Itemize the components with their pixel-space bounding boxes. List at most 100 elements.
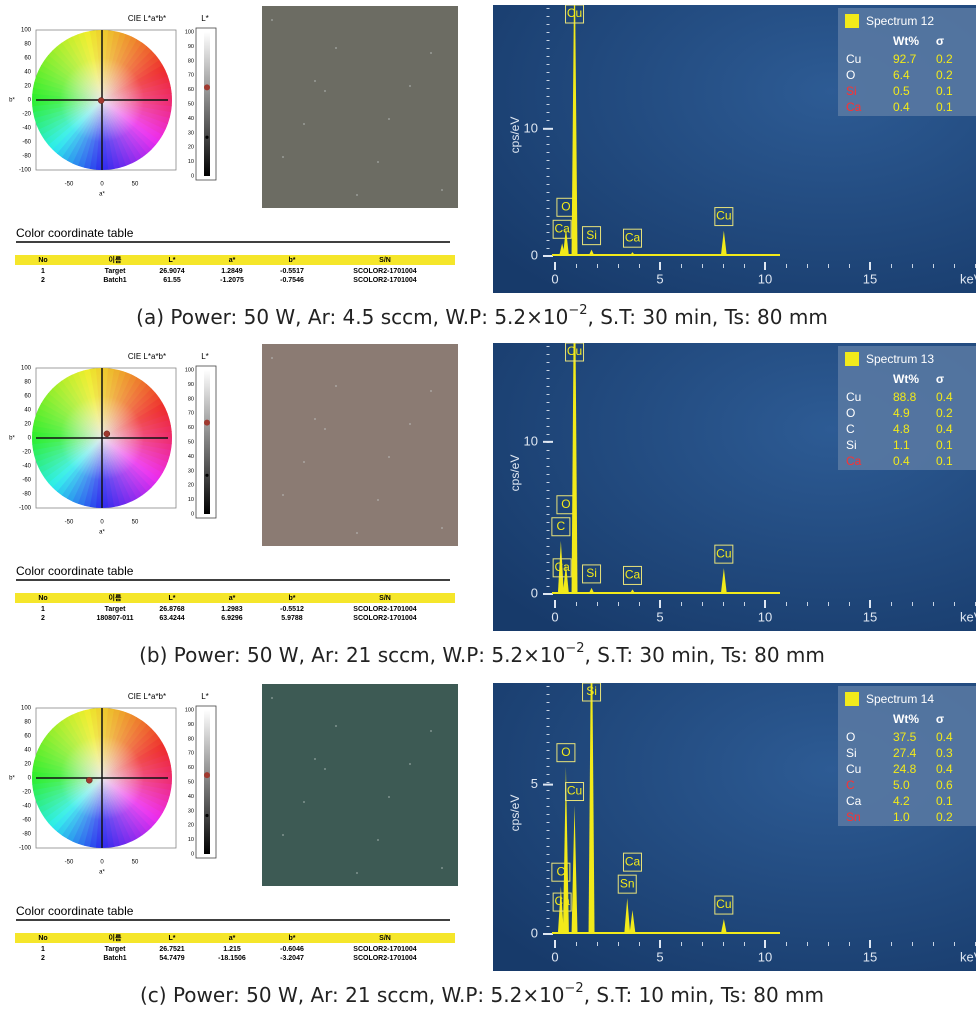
y-label: cps/eV (508, 117, 522, 154)
l-tick: 100 (185, 367, 194, 373)
l-tick: 90 (188, 44, 194, 50)
wheel-title: CIE L*a*b* (128, 692, 166, 701)
x-tick-label: 10 (758, 949, 772, 964)
legend-wt: 4.8 (893, 422, 910, 436)
y-tick-label: 10 (524, 120, 538, 135)
speck (409, 423, 411, 425)
table-header: b* (289, 595, 296, 602)
l-tick: 10 (188, 837, 194, 843)
legend-swatch (845, 692, 859, 706)
legend-header: σ (936, 372, 944, 386)
legend-swatch (845, 352, 859, 366)
panel: CIE L*a*b*L*100806040200-20-40-60-80-100… (9, 0, 976, 329)
legend-header: Wt% (893, 34, 919, 48)
l-bar (204, 32, 210, 176)
l-tick: 50 (188, 101, 194, 107)
l-tick: 60 (188, 87, 194, 93)
legend-header: σ (936, 34, 944, 48)
speck (441, 527, 443, 529)
legend-sigma: 0.2 (936, 810, 953, 824)
speck (314, 418, 316, 420)
wheel-x-tick: -50 (65, 860, 74, 866)
legend-element: O (846, 730, 855, 744)
wheel-y-tick: -60 (22, 818, 31, 824)
peak-label: Cu (567, 344, 582, 358)
caption-text: , S.T: 30 min, Ts: 80 mm (588, 305, 828, 329)
wheel-y-tick: -100 (19, 506, 32, 512)
table-cell: -1.2075 (220, 277, 244, 284)
speck (409, 85, 411, 87)
l-tick: 0 (191, 173, 194, 179)
l-tick: 70 (188, 411, 194, 417)
speck (377, 499, 379, 501)
legend-element: C (846, 778, 855, 792)
x-tick-label: 0 (551, 271, 558, 286)
page: {"panels": [ {"texture_color": "#6c6c63"… (0, 0, 976, 1010)
table-header: 이름 (109, 255, 122, 264)
wheel-y-tick: 60 (24, 394, 31, 400)
table-cell: -18.1506 (218, 955, 246, 962)
wheel-y-tick: 40 (24, 408, 31, 414)
l-tick: 70 (188, 73, 194, 79)
speck (314, 80, 316, 82)
wheel-x-tick: -50 (65, 182, 74, 188)
table-cell: -0.7546 (280, 277, 304, 284)
wheel-y-tick: -100 (19, 846, 32, 852)
l-title: L* (201, 692, 209, 701)
wheel-y-tick: 20 (24, 422, 31, 428)
caption-sup: −2 (565, 641, 584, 656)
peak-label: Si (586, 684, 597, 698)
legend-wt: 6.4 (893, 68, 910, 82)
legend-element: O (846, 406, 855, 420)
l-target (205, 814, 208, 817)
y-tick-label: 10 (524, 433, 538, 448)
wheel-y-tick: 100 (21, 366, 32, 372)
wheel-y-tick: 80 (24, 720, 31, 726)
wheel-y-label: b* (9, 436, 15, 442)
speck (324, 768, 326, 770)
speck (271, 357, 273, 359)
legend-sigma: 0.1 (936, 100, 953, 114)
legend-element: Ca (846, 100, 862, 114)
legend-sigma: 0.4 (936, 762, 953, 776)
table-header: a* (229, 257, 236, 264)
legend-sigma: 0.1 (936, 438, 953, 452)
table-cell: Batch1 (103, 277, 126, 284)
wheel-y-tick: -20 (22, 112, 31, 118)
x-tick-label: 5 (656, 271, 663, 286)
l-tick: 10 (188, 159, 194, 165)
peak-label: Si (586, 228, 597, 242)
table-cell: -3.2047 (280, 955, 304, 962)
table-cell: 1.215 (223, 946, 241, 953)
x-tick-label: 0 (551, 949, 558, 964)
legend-swatch (845, 14, 859, 28)
wheel-y-tick: 100 (21, 706, 32, 712)
legend-sigma: 0.1 (936, 794, 953, 808)
x-unit: keV (960, 271, 976, 286)
l-tick: 40 (188, 454, 194, 460)
l-tick: 60 (188, 425, 194, 431)
legend-wt: 27.4 (893, 746, 917, 760)
legend-element: Ca (846, 794, 862, 808)
wheel-y-tick: -80 (22, 832, 31, 838)
wheel-title: CIE L*a*b* (128, 352, 166, 361)
l-tick: 60 (188, 765, 194, 771)
table-cell: SCOLOR2-1701004 (353, 946, 417, 953)
speck (356, 532, 358, 534)
legend-sigma: 0.1 (936, 454, 953, 468)
l-tick: 80 (188, 736, 194, 742)
peak-label: Sn (620, 876, 635, 890)
peak-label: Ca (554, 560, 570, 574)
wheel-y-tick: 60 (24, 734, 31, 740)
table-cell: SCOLOR2-1701004 (353, 268, 417, 275)
legend-sigma: 0.4 (936, 390, 953, 404)
caption-text: (c) Power: 50 W, Ar: 21 sccm, W.P: 5.2×1… (140, 983, 565, 1007)
texture-image (262, 344, 458, 546)
legend-sigma: 0.2 (936, 68, 953, 82)
x-tick-label: 0 (551, 609, 558, 624)
table-cell: Batch1 (103, 955, 126, 962)
y-tick-label: 0 (531, 247, 538, 262)
legend-element: Si (846, 746, 857, 760)
table-cell: 6.9296 (221, 615, 243, 622)
wheel-y-tick: 40 (24, 70, 31, 76)
